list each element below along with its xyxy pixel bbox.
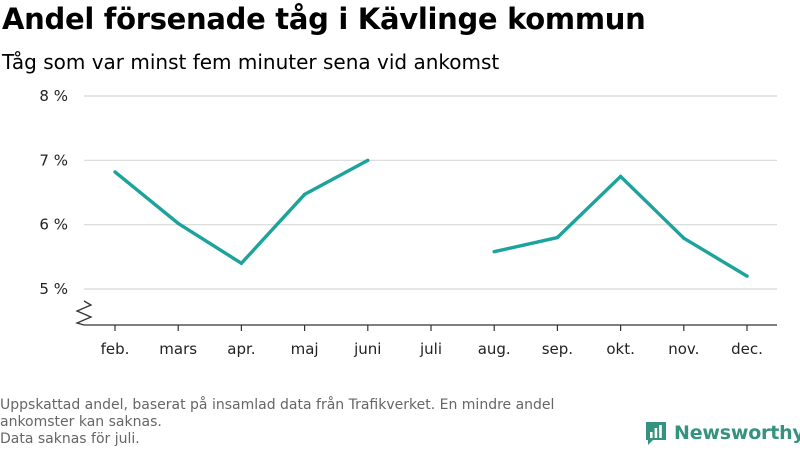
- data-point: [113, 170, 117, 174]
- x-axis-ticks: feb. mars apr. maj juni juli aug. sep. okt. nov. d…: [101, 325, 763, 358]
- y-tick-label: 5 %: [39, 280, 68, 298]
- footnote-line-2: ankomster kan saknas.: [0, 414, 162, 430]
- y-tick-label: 7 %: [39, 151, 68, 169]
- y-tick-label: 6 %: [39, 216, 68, 234]
- y-axis-ticks: 5 % 6 % 7 % 8 %: [39, 87, 68, 298]
- data-point: [176, 221, 180, 226]
- data-point: [302, 192, 307, 197]
- footnote-line-1: Uppskattad andel, baserat på insamlad da…: [0, 397, 555, 413]
- x-tick-label: okt.: [606, 340, 635, 358]
- x-tick-label: feb.: [101, 340, 130, 358]
- x-tick-label: maj: [291, 340, 319, 358]
- data-point: [239, 261, 244, 265]
- data-point: [492, 249, 496, 254]
- x-tick-label: nov.: [668, 340, 699, 358]
- series-line-segment: [493, 174, 748, 278]
- x-tick-label: juli: [419, 340, 442, 358]
- gridlines: [84, 95, 777, 290]
- x-axis: [75, 300, 777, 326]
- line-chart: 5 % 6 % 7 % 8 % feb. mars apr. maj juni juli aug.…: [39, 87, 777, 358]
- footnote-line-3: Data saknas för juli.: [0, 431, 140, 447]
- footnote: Uppskattad andel, baserat på insamlad da…: [0, 397, 640, 448]
- x-tick-label: sep.: [542, 340, 573, 358]
- data-point: [366, 158, 370, 163]
- chart-title: Andel försenade tåg i Kävlinge kommun: [2, 2, 646, 36]
- newsworthy-logo: Newsworthy: [644, 419, 800, 447]
- data-point: [555, 235, 560, 240]
- data-point: [618, 174, 623, 179]
- series: [113, 158, 749, 278]
- x-tick-label: juni: [353, 340, 381, 358]
- x-tick-label: mars: [159, 340, 197, 358]
- data-point: [682, 236, 686, 240]
- chart-subtitle: Tåg som var minst fem minuter sena vid a…: [2, 50, 500, 74]
- data-point: [745, 274, 749, 278]
- series-line-segment: [113, 158, 369, 265]
- axis-break-icon: [75, 300, 93, 326]
- x-tick-label: aug.: [478, 340, 511, 358]
- logo-text: Newsworthy: [674, 422, 800, 444]
- x-tick-label: apr.: [227, 340, 255, 358]
- x-tick-label: dec.: [731, 340, 763, 358]
- bar-chart-icon: [646, 422, 666, 445]
- y-tick-label: 8 %: [39, 87, 68, 105]
